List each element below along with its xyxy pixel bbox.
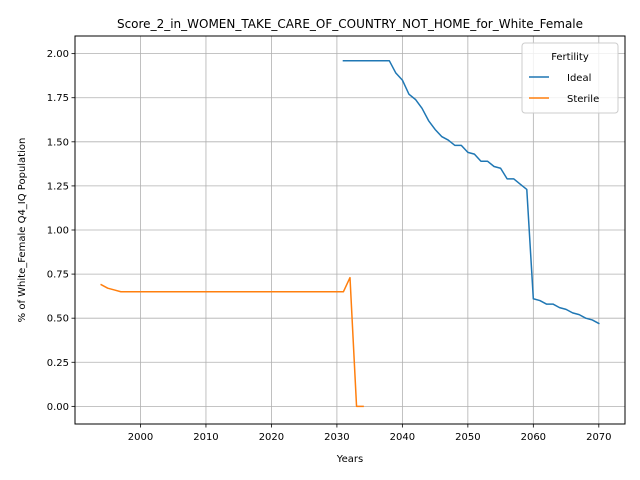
y-axis-label: % of White_Female Q4_IQ Population (17, 138, 28, 323)
x-tick-label: 2050 (455, 432, 480, 443)
y-tick-label: 2.00 (47, 49, 69, 60)
x-tick-label: 2060 (521, 432, 546, 443)
chart-title: Score_2_in_WOMEN_TAKE_CARE_OF_COUNTRY_NO… (117, 17, 583, 31)
series-line-sterile (100, 276, 364, 408)
x-tick-label: 2000 (128, 432, 153, 443)
y-tick-label: 0.75 (47, 270, 69, 281)
series-line-ideal (342, 59, 600, 325)
x-tick-label: 2040 (390, 432, 415, 443)
y-tick-label: 0.00 (47, 402, 69, 413)
x-tick-label: 2020 (259, 432, 284, 443)
legend-title: Fertility (551, 52, 589, 63)
y-tick-label: 0.50 (47, 314, 69, 325)
series-lines (100, 59, 600, 408)
grid (75, 36, 625, 424)
x-tick-label: 2070 (586, 432, 611, 443)
y-tick-label: 0.25 (47, 358, 69, 369)
x-tick-label: 2030 (324, 432, 349, 443)
y-tick-label: 1.00 (47, 226, 69, 237)
y-tick-label: 1.25 (47, 181, 69, 192)
legend-label-sterile: Sterile (567, 94, 599, 105)
y-axis-ticks: 0.00 0.25 0.50 0.75 1.00 1.25 1.50 1.75 2.00 (47, 49, 75, 413)
y-tick-label: 1.50 (47, 137, 69, 148)
legend-label-ideal: Ideal (567, 73, 591, 84)
legend-box (521, 42, 619, 114)
y-tick-label: 1.75 (47, 93, 69, 104)
x-axis-ticks: 2000 2010 2020 2030 2040 2050 2060 2070 (128, 424, 612, 443)
x-axis-label: Years (336, 454, 363, 465)
x-tick-label: 2010 (193, 432, 218, 443)
legend: Fertility Ideal Sterile (521, 42, 619, 114)
